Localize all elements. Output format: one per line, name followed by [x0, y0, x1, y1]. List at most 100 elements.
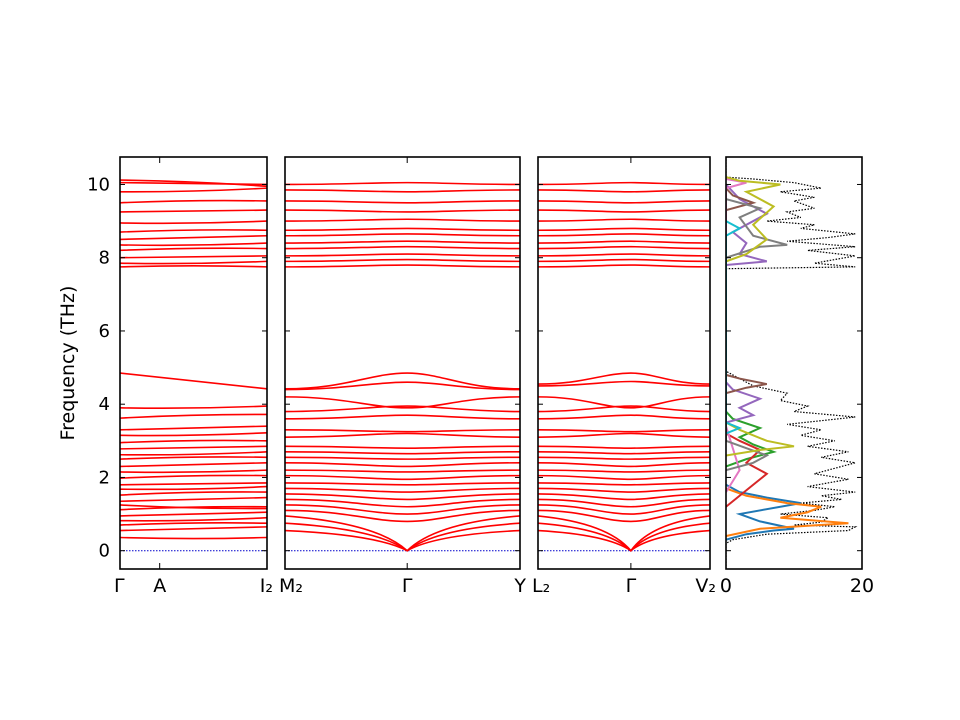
- projected-dos-line: [726, 198, 788, 472]
- phonon-branch: [538, 456, 710, 460]
- phonon-branch: [120, 496, 267, 503]
- phonon-branch: [120, 516, 267, 522]
- phonon-branch: [538, 487, 710, 493]
- phonon-branch: [120, 264, 267, 268]
- phonon-branch: [285, 482, 520, 486]
- phonon-branch: [285, 240, 520, 244]
- band-structure-panel-2: M₂ Γ Y: [279, 156, 526, 597]
- phonon-branch: [538, 414, 710, 420]
- x-tick-label: M₂: [279, 575, 303, 597]
- band-structure-panel-1: Γ A I₂ 0 2 4 6 8 10: [87, 156, 273, 597]
- x-tick-label: Γ: [114, 575, 125, 597]
- projected-dos-line: [726, 176, 795, 457]
- phonon-branch: [120, 522, 267, 526]
- phonon-branch: [538, 432, 710, 438]
- phonon-branch: [285, 429, 520, 433]
- panel-frame: [119, 156, 268, 570]
- phonon-branch: [285, 405, 520, 413]
- phonon-branch: [120, 536, 267, 540]
- dos-x-tick-label: 0: [720, 575, 732, 597]
- phonon-branch: [120, 482, 267, 486]
- phonon-branch: [120, 511, 267, 517]
- y-tick-label: 0: [99, 541, 110, 562]
- phonon-branch: [120, 255, 267, 259]
- phonon-branch: [538, 264, 710, 268]
- projected-dos-line: [726, 220, 743, 435]
- phonon-branch: [538, 498, 710, 508]
- phonon-branch: [120, 234, 267, 241]
- phonon-branch: [120, 179, 267, 188]
- phonon-branch: [538, 445, 710, 449]
- dos-panel: 0 20: [720, 156, 874, 597]
- x-tick-label: Y: [513, 575, 526, 597]
- phonon-branch: [538, 405, 710, 413]
- x-tick-label: V₂: [695, 575, 716, 597]
- phonon-branch: [538, 493, 710, 501]
- phonon-branch: [120, 247, 267, 252]
- phonon-branch: [120, 181, 267, 186]
- phonon-branch: [285, 372, 520, 390]
- x-tick-label: Γ: [626, 575, 637, 597]
- phonon-branch: [120, 220, 267, 225]
- phonon-branch: [120, 242, 267, 247]
- phonon-branch: [538, 240, 710, 244]
- phonon-branch: [538, 189, 710, 193]
- phonon-branch: [120, 425, 267, 431]
- phonon-branch: [120, 372, 267, 390]
- phonon-branch: [120, 209, 267, 213]
- projected-dos-line: [726, 187, 767, 395]
- phonon-branch: [285, 509, 520, 523]
- total-dos-line: [726, 157, 858, 569]
- phonon-branch: [285, 264, 520, 268]
- y-tick-label: 10: [87, 174, 110, 195]
- x-tick-label: A: [153, 575, 166, 597]
- phonon-branch: [120, 526, 267, 532]
- phonon-branch: [285, 200, 520, 204]
- phonon-branch: [120, 199, 267, 204]
- phonon-branch: [538, 380, 710, 387]
- phonon-branch: [538, 482, 710, 486]
- phonon-branch: [285, 445, 520, 449]
- phonon-branch: [285, 381, 520, 391]
- phonon-branch: [285, 498, 520, 508]
- panel-frame: [284, 156, 521, 570]
- phonon-branch: [120, 451, 267, 456]
- projected-dos-line: [726, 483, 801, 541]
- phonon-branch: [120, 445, 267, 450]
- phonon-branch: [120, 229, 267, 233]
- phonon-branch: [285, 456, 520, 460]
- y-tick-label: 8: [99, 248, 110, 269]
- phonon-branch: [285, 181, 520, 186]
- phonon-branch: [538, 515, 710, 552]
- y-tick-label: 6: [99, 321, 110, 342]
- y-tick-label: 2: [99, 467, 110, 488]
- phonon-branch: [538, 504, 710, 515]
- phonon-branch: [538, 218, 710, 222]
- phonon-branch: [538, 451, 710, 455]
- phonon-branch: [120, 461, 267, 468]
- phonon-branch: [120, 439, 267, 444]
- phonon-branch: [120, 405, 267, 410]
- panel-frame: [537, 156, 711, 570]
- phonon-branch: [285, 233, 520, 237]
- phonon-branch: [538, 258, 710, 263]
- phonon-branch: [538, 245, 710, 250]
- phonon-branch: [538, 509, 710, 523]
- phonon-branch: [285, 245, 520, 250]
- phonon-branch: [285, 474, 520, 481]
- phonon-branch: [285, 396, 520, 409]
- phonon-branch: [538, 253, 710, 257]
- phonon-branch: [120, 413, 267, 419]
- phonon-branch: [538, 227, 710, 232]
- phonon-branch: [538, 200, 710, 204]
- phonon-branch: [538, 469, 710, 473]
- x-tick-label: I₂: [260, 575, 273, 597]
- phonon-branch: [285, 451, 520, 455]
- projected-dos-line: [726, 432, 769, 508]
- phonon-branch: [538, 372, 710, 385]
- phonon-branch: [538, 181, 710, 186]
- phonon-branch: [538, 529, 710, 552]
- x-tick-label: Γ: [402, 575, 413, 597]
- projected-dos-line: [726, 177, 747, 493]
- phonon-branch: [538, 429, 710, 433]
